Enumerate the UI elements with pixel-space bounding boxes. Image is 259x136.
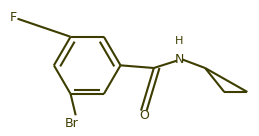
Text: N: N: [175, 53, 184, 66]
Text: H: H: [175, 36, 184, 46]
Text: Br: Br: [65, 118, 79, 130]
Text: F: F: [10, 11, 17, 24]
Text: O: O: [139, 109, 149, 122]
